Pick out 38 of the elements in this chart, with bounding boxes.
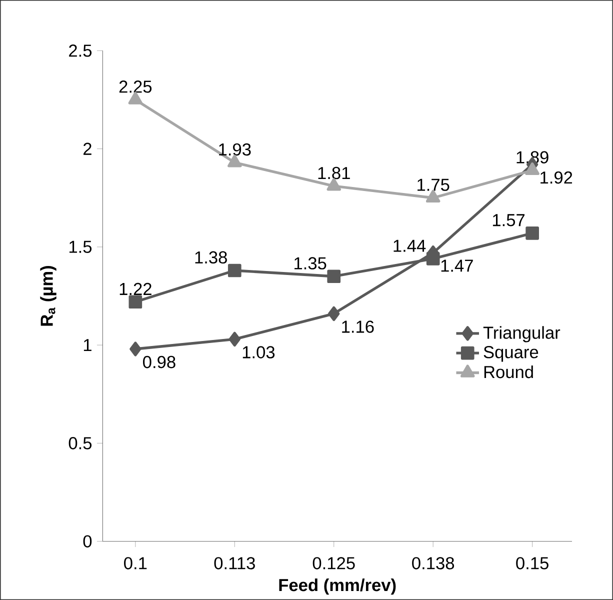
point [228, 264, 242, 278]
x-tick-label: 0.1 [124, 557, 147, 570]
data-label: 1.57 [492, 214, 525, 226]
x-tick-label: 0.113 [214, 557, 255, 570]
data-label: 1.75 [418, 178, 450, 191]
x-tick-label: 0.138 [412, 557, 454, 570]
data-label: 1.47 [441, 260, 473, 272]
x-axis-title: Feed (mm/rev) [279, 578, 396, 595]
point [128, 295, 142, 309]
point [426, 252, 440, 266]
x-tick-label: 0.125 [312, 557, 355, 570]
data-label: 1.92 [540, 171, 572, 184]
y-tick-label: 0.5 [68, 437, 92, 450]
data-label: 1.44 [394, 240, 426, 252]
data-label: 1.03 [242, 346, 275, 358]
point [130, 342, 142, 356]
data-label: 0.98 [143, 356, 176, 368]
legend-label: Square [484, 346, 538, 362]
point [526, 226, 539, 240]
text: R$_{a}$ (µm) [40, 266, 56, 326]
y-tick-label: 2.5 [69, 44, 92, 57]
data-label: 1.22 [120, 282, 152, 295]
point [328, 306, 340, 321]
data-label: 1.93 [219, 143, 251, 156]
y-tick-label: 2 [84, 142, 92, 155]
data-label: 2.25 [119, 80, 152, 93]
x-tick-label: 0.15 [516, 557, 548, 570]
data-label: 1.38 [195, 251, 227, 264]
y-tick-label: 1.5 [69, 240, 92, 253]
point [228, 332, 240, 347]
data-label: 1.35 [294, 257, 326, 270]
data-label: 1.81 [318, 166, 350, 180]
point [327, 270, 341, 284]
legend-label: Triangular [483, 326, 560, 342]
y-tick-label: 0 [83, 535, 92, 548]
data-label: 1.16 [342, 320, 374, 333]
legend-label: Round [484, 365, 533, 378]
y-tick-label: 1 [84, 339, 92, 352]
